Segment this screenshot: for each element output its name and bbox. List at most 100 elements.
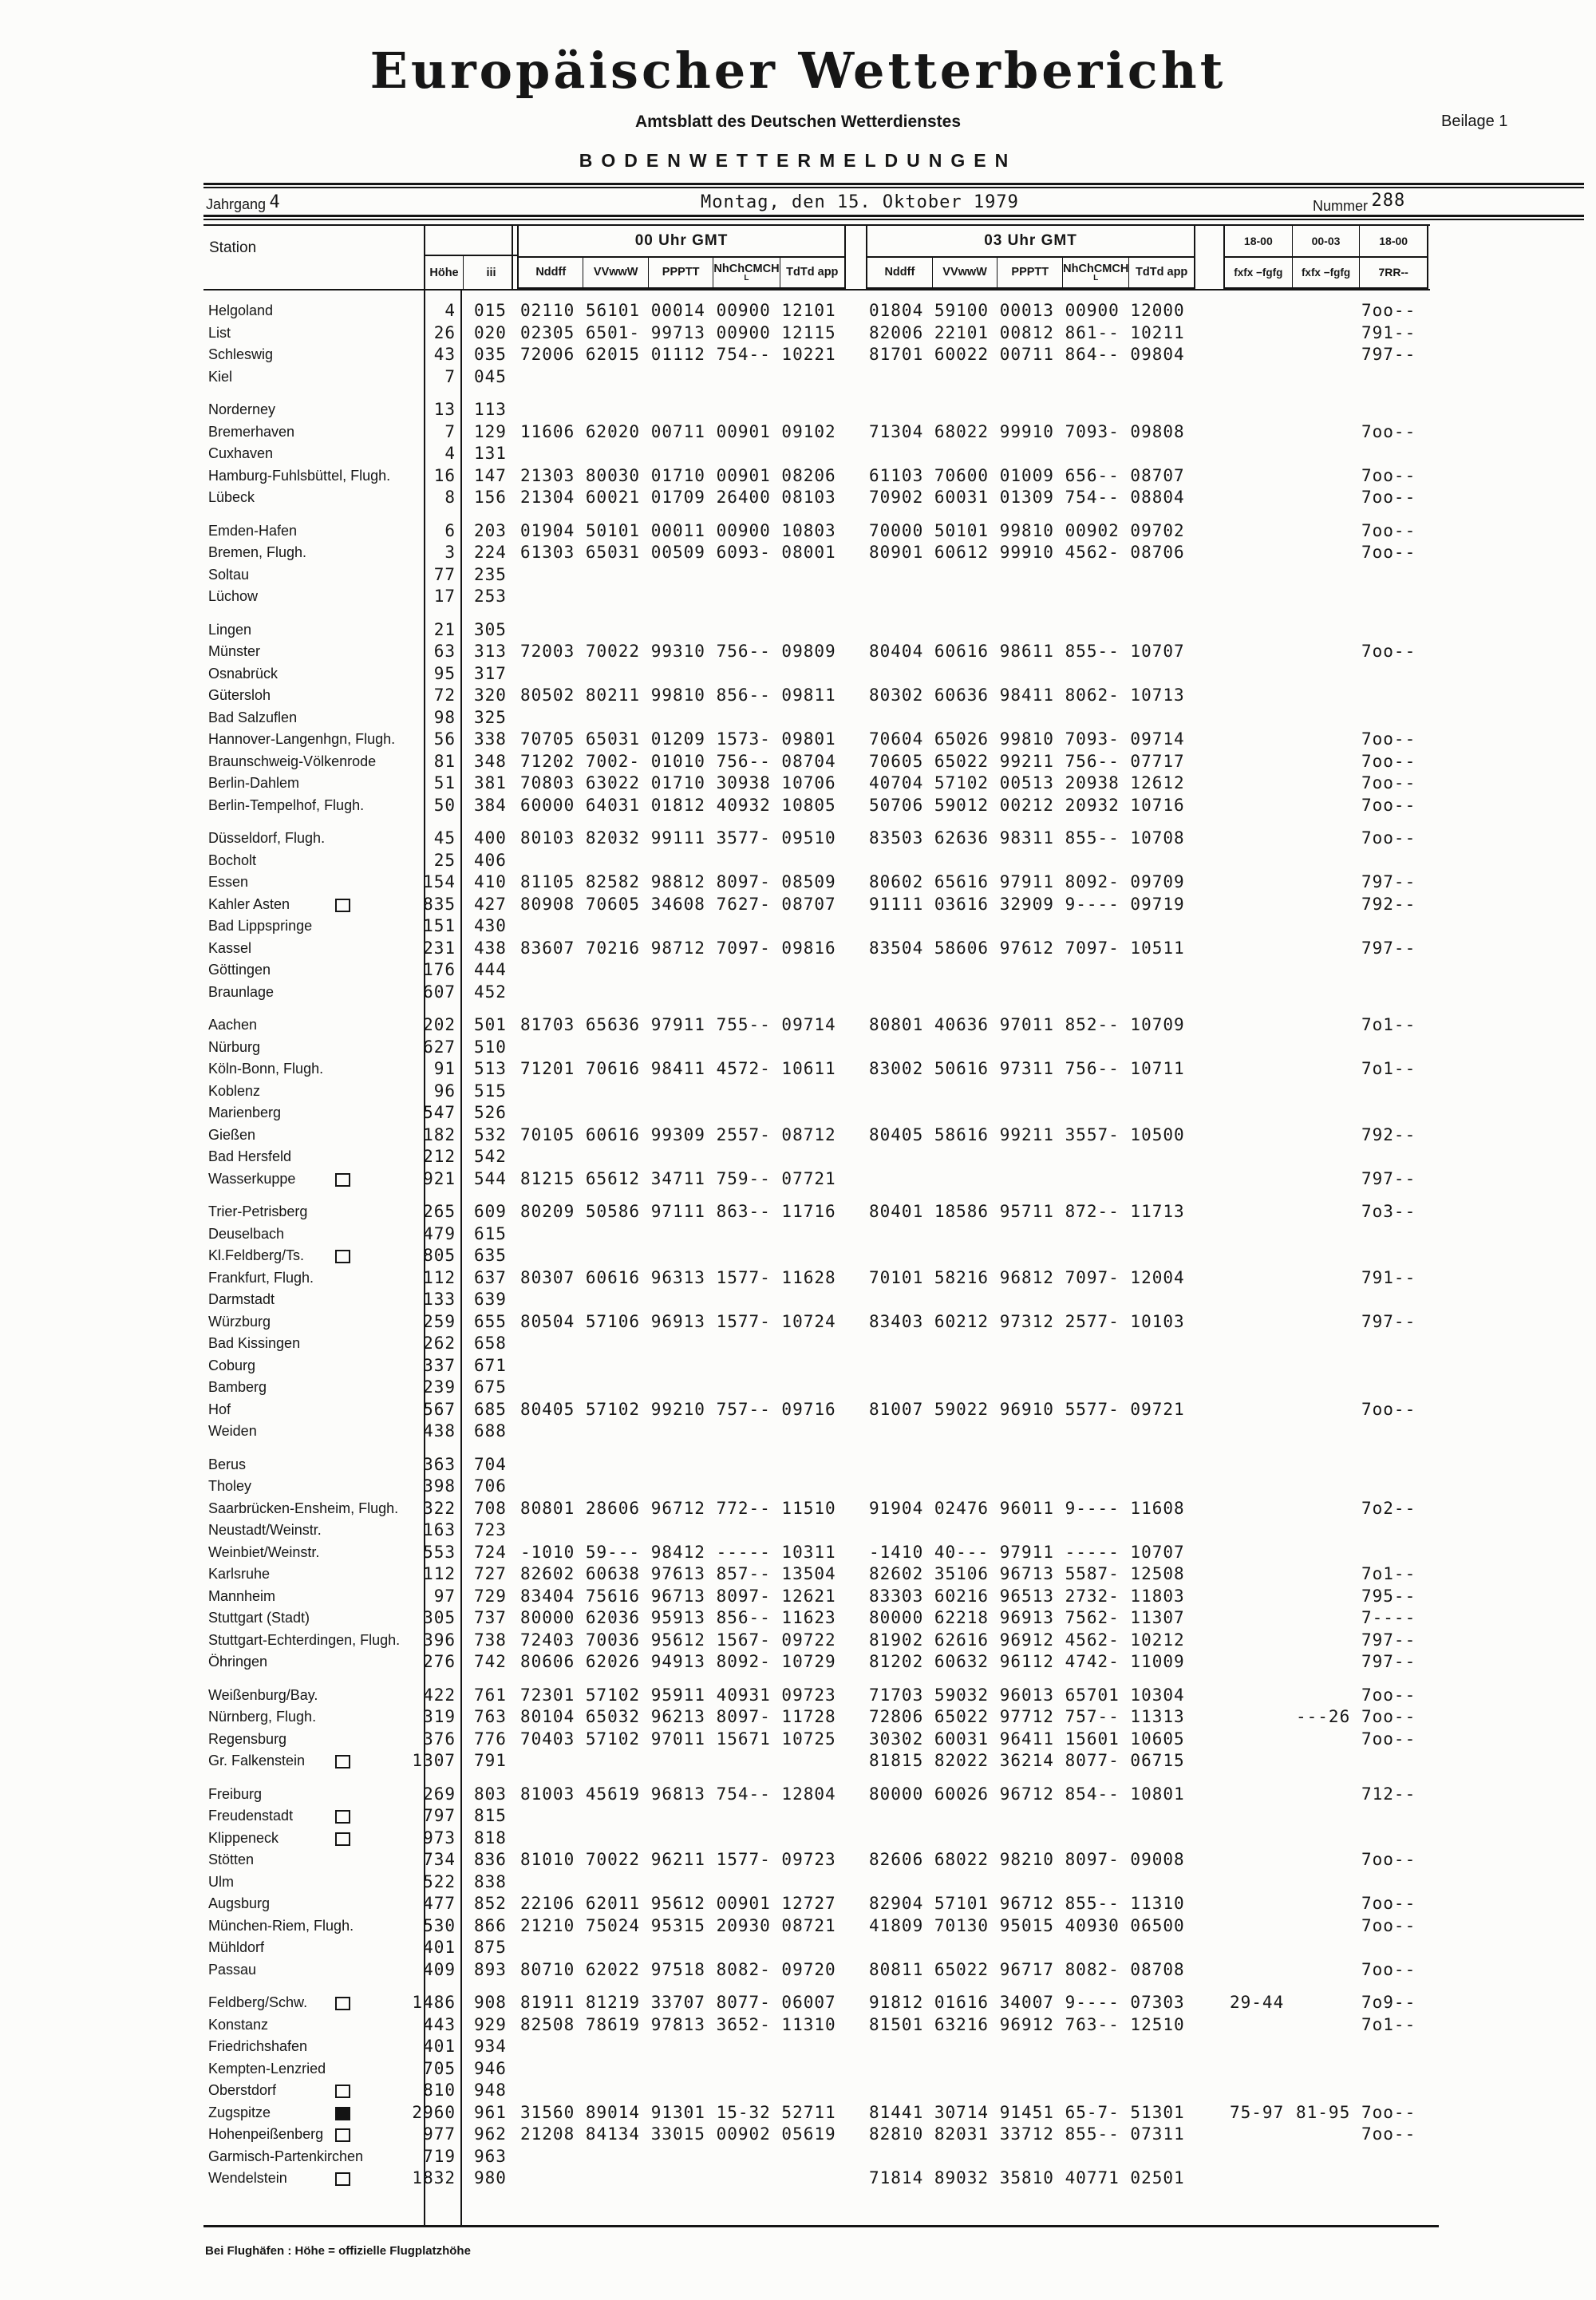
station-index-iii: 852 bbox=[474, 1894, 507, 1913]
mountain-marker-icon bbox=[335, 305, 347, 315]
station-row: Oberstdorf 810 948 bbox=[203, 2080, 1596, 2102]
synop-00-gmt: 72403 70036 95612 1567- 09722 bbox=[520, 1630, 836, 1650]
station-name: Schleswig bbox=[208, 346, 274, 362]
synop-03-gmt: 80000 62218 96913 7562- 11307 bbox=[869, 1608, 1185, 1627]
station-row: Zugspitze 2960 961 31560 89014 91301 15-… bbox=[203, 2102, 1596, 2124]
station-height: 112 bbox=[423, 1267, 456, 1287]
mountain-marker-icon bbox=[335, 569, 347, 579]
station-name: Marienberg bbox=[208, 1105, 282, 1120]
station-index-iii: 815 bbox=[474, 1806, 507, 1825]
group-03-uhr-gmt: 03 Uhr GMT Nddff VVwwW PPPTT NhChCMCH L T… bbox=[866, 224, 1195, 289]
station-row: Düsseldorf, Flugh. 45 400 80103 82032 99… bbox=[203, 828, 1596, 850]
group-extremes: 18-00 00-03 18-00 fxfx −fgfg fxfx −fgfg … bbox=[1223, 224, 1428, 289]
mountain-marker-icon bbox=[335, 1085, 347, 1096]
synop-00-gmt: 80606 62026 94913 8092- 10729 bbox=[520, 1652, 836, 1671]
station-row: Darmstadt 133 639 bbox=[203, 1289, 1596, 1311]
station-index-iii: 224 bbox=[474, 543, 507, 562]
mountain-marker-icon bbox=[335, 426, 347, 437]
station-height: 63 bbox=[433, 642, 456, 661]
precip-7rr-group: 7oo-- bbox=[1361, 520, 1416, 540]
synop-03-gmt: 70604 65026 99810 7093- 09714 bbox=[869, 729, 1185, 749]
synop-03-gmt: 80302 60636 98411 8062- 10713 bbox=[869, 686, 1185, 705]
mountain-marker-icon bbox=[335, 448, 347, 458]
precip-7rr-group: 7oo-- bbox=[1361, 543, 1416, 562]
station-height: 26 bbox=[433, 322, 456, 342]
precip-7rr-group: 792-- bbox=[1361, 1124, 1416, 1144]
synop-03-gmt: 01804 59100 00013 00900 12000 bbox=[869, 301, 1185, 320]
precip-7rr-group: 7oo-- bbox=[1361, 465, 1416, 485]
station-name: Kahler Asten bbox=[208, 895, 290, 912]
station-index-iii: 708 bbox=[474, 1498, 507, 1518]
station-height: 401 bbox=[423, 2037, 456, 2056]
mountain-marker-icon bbox=[335, 2106, 350, 2120]
station-height: 276 bbox=[423, 1652, 456, 1671]
mountain-marker-icon bbox=[335, 2151, 347, 2161]
synop-00-gmt: 80405 57102 99210 757-- 09716 bbox=[520, 1399, 836, 1419]
mountain-marker-icon bbox=[335, 2085, 350, 2098]
volume-value: 4 bbox=[269, 192, 281, 212]
station-row: München-Riem, Flugh. 530 866 21210 75024… bbox=[203, 1915, 1596, 1938]
col-clouds-00: NhChCMCH L bbox=[713, 258, 780, 287]
station-height: 151 bbox=[423, 916, 456, 935]
station-name: Koblenz bbox=[208, 1082, 261, 1099]
station-index-iii: 542 bbox=[474, 1147, 507, 1166]
divider bbox=[203, 183, 1584, 188]
synop-03-gmt: 82810 82031 33712 855-- 07311 bbox=[869, 2124, 1185, 2144]
station-height: 17 bbox=[433, 587, 456, 606]
mountain-marker-icon bbox=[335, 624, 347, 634]
station-row: Bamberg 239 675 bbox=[203, 1377, 1596, 1399]
mountain-marker-icon bbox=[335, 1228, 347, 1239]
precip-7rr-group: 7oo-- bbox=[1361, 773, 1416, 792]
station-row: Trier-Petrisberg 265 609 80209 50586 971… bbox=[203, 1201, 1596, 1223]
mountain-marker-icon bbox=[335, 1711, 347, 1721]
mountain-marker-icon bbox=[335, 943, 347, 953]
station-height: 409 bbox=[423, 1959, 456, 1979]
precip-7rr-group: 795-- bbox=[1361, 1586, 1416, 1606]
station-row: Weiden 438 688 bbox=[203, 1421, 1596, 1443]
synop-00-gmt: 21210 75024 95315 20930 08721 bbox=[520, 1915, 836, 1935]
station-index-iii: 305 bbox=[474, 619, 507, 639]
synop-00-gmt: 80104 65032 96213 8097- 11728 bbox=[520, 1707, 836, 1726]
station-height: 96 bbox=[433, 1081, 456, 1101]
station-height: 72 bbox=[433, 686, 456, 705]
synop-00-gmt: 70705 65031 01209 1573- 09801 bbox=[520, 729, 836, 749]
station-height: 6 bbox=[444, 520, 456, 540]
station-name: Hamburg-Fuhlsbüttel, Flugh. bbox=[208, 467, 391, 484]
synop-00-gmt: 21303 80030 01710 00901 08206 bbox=[520, 465, 836, 485]
mountain-marker-icon bbox=[335, 986, 347, 997]
station-index-iii: 723 bbox=[474, 1520, 507, 1539]
precip-7rr-group: 7oo-- bbox=[1361, 1399, 1416, 1419]
wind-extreme-00-03: 81-95 bbox=[1296, 2102, 1351, 2122]
mountain-marker-icon bbox=[335, 2128, 350, 2142]
synop-00-gmt: 61303 65031 00509 6093- 08001 bbox=[520, 543, 836, 562]
station-height: 921 bbox=[423, 1168, 456, 1188]
station-name: Saarbrücken-Ensheim, Flugh. bbox=[208, 1500, 399, 1516]
station-index-iii: 908 bbox=[474, 1993, 507, 2012]
mountain-marker-icon bbox=[335, 1997, 350, 2010]
precip-7rr-group: 792-- bbox=[1361, 894, 1416, 914]
station-row: Nürnberg, Flugh. 319 763 80104 65032 962… bbox=[203, 1706, 1596, 1729]
station-name: Feldberg/Schw. bbox=[208, 1994, 308, 2010]
mountain-marker-icon bbox=[335, 898, 350, 912]
col-18-00-rr-header: 18-00 bbox=[1359, 226, 1427, 256]
station-row: Bremen, Flugh. 3 224 61303 65031 00509 6… bbox=[203, 542, 1596, 564]
hoehe-iii-header: Höhe iii bbox=[424, 224, 517, 289]
precip-7rr-group: 7oo-- bbox=[1361, 2124, 1416, 2144]
station-height: 112 bbox=[423, 1564, 456, 1583]
station-index-iii: 045 bbox=[474, 366, 507, 386]
number-label: Nummer bbox=[1313, 198, 1369, 214]
station-height: 973 bbox=[423, 1828, 456, 1848]
station-index-iii: 348 bbox=[474, 751, 507, 771]
col-clouds-03: NhChCMCH L bbox=[1062, 258, 1128, 287]
station-row: Gießen 182 532 70105 60616 99309 2557- 0… bbox=[203, 1124, 1596, 1147]
station-height: 305 bbox=[423, 1608, 456, 1627]
mountain-marker-icon bbox=[335, 855, 347, 865]
mountain-marker-icon bbox=[335, 1272, 347, 1282]
station-height: 705 bbox=[423, 2058, 456, 2078]
synop-00-gmt: 31560 89014 91301 15-32 52711 bbox=[520, 2102, 836, 2122]
synop-00-gmt: 81010 70022 96211 1577- 09723 bbox=[520, 1850, 836, 1869]
synop-03-gmt: 91812 01616 34007 9---- 07303 bbox=[869, 1993, 1185, 2012]
station-index-iii: 637 bbox=[474, 1267, 507, 1287]
station-name: Berus bbox=[208, 1456, 247, 1472]
station-name: Freudenstadt bbox=[208, 1808, 294, 1824]
